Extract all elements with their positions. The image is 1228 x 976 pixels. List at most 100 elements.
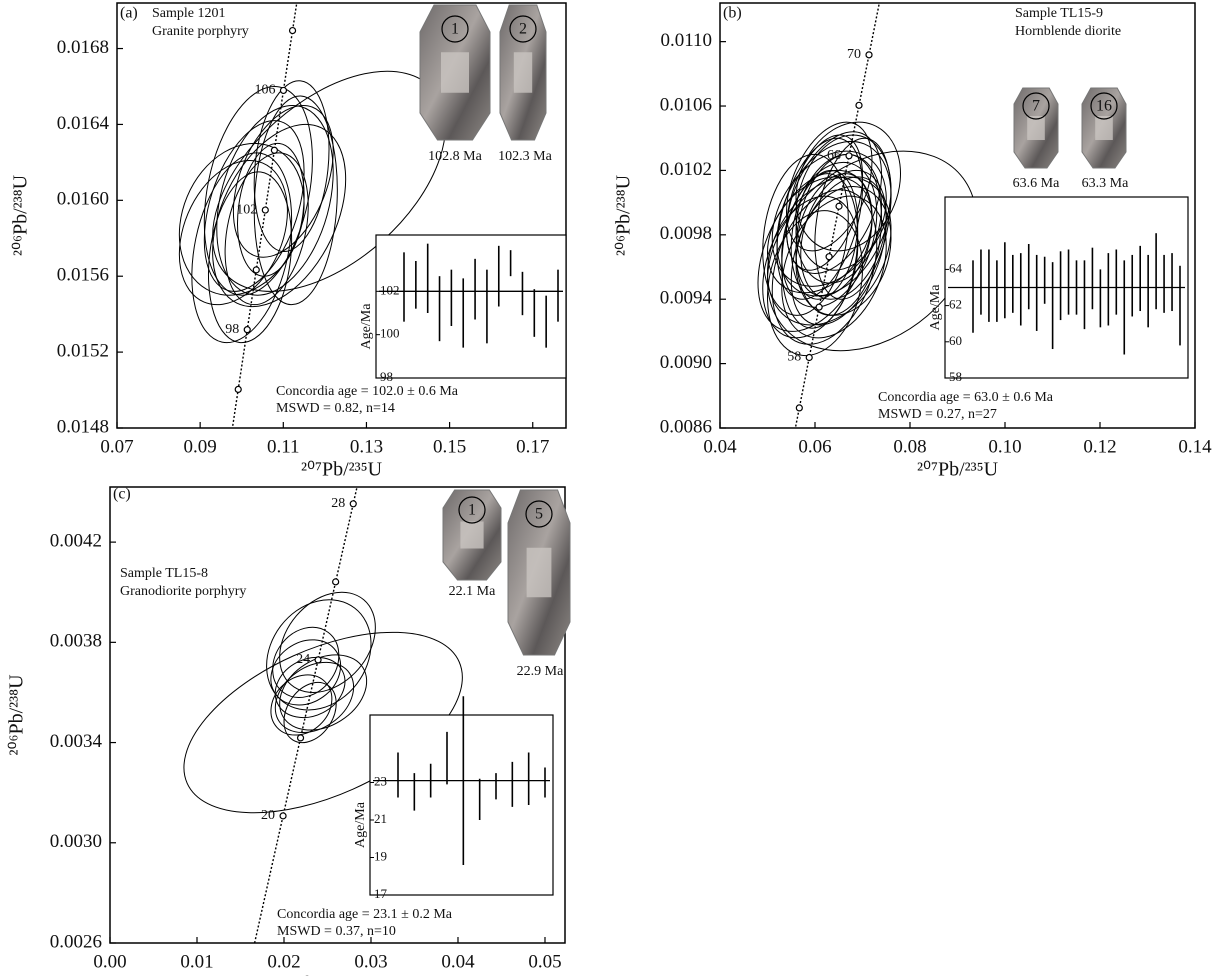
error-ellipse bbox=[781, 173, 859, 329]
error-ellipse bbox=[224, 152, 309, 306]
error-ellipse bbox=[279, 591, 376, 693]
concordia-age-label: 70 bbox=[847, 47, 861, 62]
y-tick-label: 0.0148 bbox=[57, 416, 109, 437]
inset-y-tick-label: 62 bbox=[949, 297, 962, 312]
y-tick-label: 0.0026 bbox=[50, 931, 102, 952]
error-ellipse bbox=[272, 626, 340, 698]
error-ellipse bbox=[781, 195, 887, 339]
error-ellipse bbox=[771, 150, 887, 287]
concordia-age-label: 98 bbox=[225, 322, 239, 337]
spot-number: 2 bbox=[519, 21, 527, 38]
inset-frame bbox=[369, 714, 554, 896]
error-ellipse bbox=[790, 176, 887, 326]
x-tick-label: 0.17 bbox=[516, 436, 549, 457]
error-ellipse bbox=[766, 150, 977, 352]
error-ellipse bbox=[800, 169, 887, 300]
spot-circle bbox=[441, 15, 469, 43]
error-ellipse bbox=[776, 140, 892, 297]
spot-circle bbox=[458, 496, 486, 524]
x-tick-label: 0.02 bbox=[267, 951, 300, 972]
spot-circle bbox=[525, 500, 553, 528]
zircon-core bbox=[441, 52, 469, 93]
error-ellipse bbox=[776, 137, 863, 300]
inset-y-tick-label: 17 bbox=[374, 886, 388, 901]
zircon-core bbox=[1095, 116, 1113, 140]
x-tick-label: 0.07 bbox=[100, 436, 133, 457]
concordia-age-marker bbox=[865, 51, 873, 59]
error-ellipse bbox=[253, 95, 338, 306]
y-tick-label: 0.0156 bbox=[57, 265, 109, 286]
plot-area bbox=[757, 3, 977, 428]
x-tick-label: 0.11 bbox=[267, 436, 300, 457]
y-tick-label: 0.0102 bbox=[660, 159, 712, 180]
plot-area bbox=[183, 487, 463, 943]
concordia-age: Concordia age = 102.0 ± 0.6 Ma bbox=[276, 384, 459, 399]
concordia-age-marker bbox=[243, 326, 251, 334]
x-tick-label: 0.15 bbox=[433, 436, 466, 457]
error-ellipse bbox=[270, 674, 333, 736]
grain-age: 22.9 Ma bbox=[517, 664, 564, 679]
x-axis-label: ²⁰⁷Pb/²³⁵U bbox=[917, 459, 999, 481]
x-tick-label: 0.09 bbox=[184, 436, 217, 457]
y-tick-label: 0.0094 bbox=[660, 288, 713, 309]
concordia-age-label: 28 bbox=[331, 496, 345, 511]
spot-number: 5 bbox=[535, 506, 543, 523]
plot-frame bbox=[719, 2, 1196, 429]
x-tick-label: 0.05 bbox=[528, 951, 561, 972]
grain-age: 102.3 Ma bbox=[498, 149, 552, 164]
error-ellipse bbox=[790, 169, 859, 300]
plot-frame bbox=[116, 2, 567, 429]
concordia-age-marker bbox=[835, 202, 843, 210]
zircon-core bbox=[513, 52, 533, 93]
concordia-age-marker bbox=[279, 812, 287, 820]
concordia-age-marker bbox=[252, 266, 260, 274]
concordia-age-label: 20 bbox=[261, 808, 275, 823]
zircon-core bbox=[1027, 116, 1045, 140]
concordia-age-marker bbox=[332, 578, 340, 586]
concordia-age: Concordia age = 63.0 ± 0.6 Ma bbox=[878, 390, 1054, 405]
concordia-age-label: 66 bbox=[827, 148, 841, 163]
x-axis-label: ²⁰⁷Pb/²³⁵U bbox=[297, 974, 379, 976]
concordia-age-marker bbox=[234, 385, 242, 394]
concordia-age-marker bbox=[288, 26, 297, 35]
error-ellipse bbox=[237, 142, 305, 277]
sample-name: Sample TL15-9 bbox=[1015, 6, 1103, 21]
rock-type: Hornblende diorite bbox=[1015, 24, 1121, 39]
error-ellipse bbox=[178, 159, 288, 306]
error-ellipse bbox=[786, 121, 873, 252]
grain-age: 22.1 Ma bbox=[449, 584, 496, 599]
inset-y-label: Age/Ma bbox=[353, 801, 368, 848]
spot-number: 7 bbox=[1032, 98, 1040, 115]
x-tick-label: 0.04 bbox=[441, 951, 475, 972]
y-axis-label: ²⁰⁶Pb/²³⁸U bbox=[10, 174, 32, 256]
spot-number: 1 bbox=[468, 502, 476, 519]
y-axis-label: ²⁰⁶Pb/²³⁸U bbox=[613, 174, 635, 256]
y-tick-label: 0.0110 bbox=[660, 30, 712, 51]
error-ellipse bbox=[274, 661, 355, 734]
error-ellipse bbox=[766, 210, 864, 357]
sample-name: Sample TL15-8 bbox=[120, 566, 208, 581]
zircon-core bbox=[526, 547, 552, 598]
concordia-age-marker bbox=[805, 353, 813, 362]
y-tick-label: 0.0034 bbox=[50, 731, 103, 752]
y-tick-label: 0.0106 bbox=[660, 94, 712, 115]
concordia-curve bbox=[231, 3, 298, 428]
y-tick-label: 0.0098 bbox=[660, 223, 712, 244]
panel-label: (a) bbox=[120, 5, 138, 22]
y-tick-label: 0.0164 bbox=[57, 113, 110, 134]
y-tick-label: 0.0152 bbox=[57, 340, 109, 361]
concordia-age-label: 102 bbox=[236, 202, 257, 217]
mswd: MSWD = 0.37, n=10 bbox=[277, 924, 396, 939]
error-ellipse bbox=[253, 80, 330, 253]
panel-label: (b) bbox=[723, 5, 742, 22]
plot-area bbox=[178, 3, 446, 428]
rock-type: Granite porphyry bbox=[152, 24, 249, 39]
x-tick-label: 0.06 bbox=[798, 436, 831, 457]
inset-y-label: Age/Ma bbox=[928, 284, 943, 331]
y-tick-label: 0.0086 bbox=[660, 416, 712, 437]
inset-y-tick-label: 102 bbox=[380, 282, 400, 297]
y-tick-label: 0.0030 bbox=[50, 831, 102, 852]
x-tick-label: 0.01 bbox=[180, 951, 213, 972]
x-tick-label: 0.14 bbox=[1178, 436, 1212, 457]
